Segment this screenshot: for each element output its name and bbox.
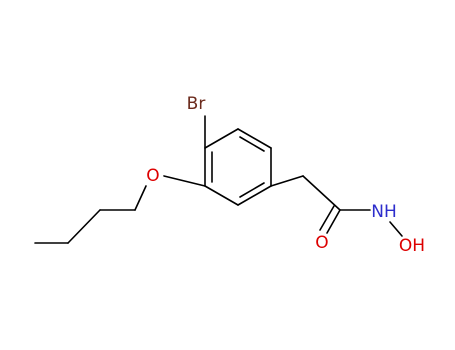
bond <box>302 175 341 211</box>
bond <box>134 185 147 211</box>
bond <box>204 185 239 206</box>
atom-label: O <box>315 233 328 253</box>
bond <box>67 209 101 244</box>
bonds <box>34 115 403 244</box>
double-bond-inner <box>239 182 265 198</box>
atom-label: Br <box>187 94 206 114</box>
bond <box>237 185 272 206</box>
atom-label: NH <box>371 202 397 222</box>
bond <box>270 175 304 187</box>
bond <box>163 175 206 187</box>
bond <box>204 128 239 149</box>
bond <box>326 209 341 234</box>
atom-label: OH <box>399 236 425 256</box>
bond <box>389 221 403 237</box>
atom-label: O <box>146 166 159 186</box>
bond <box>237 128 272 149</box>
double-bond-inner <box>239 136 265 152</box>
double-bond <box>319 205 335 231</box>
